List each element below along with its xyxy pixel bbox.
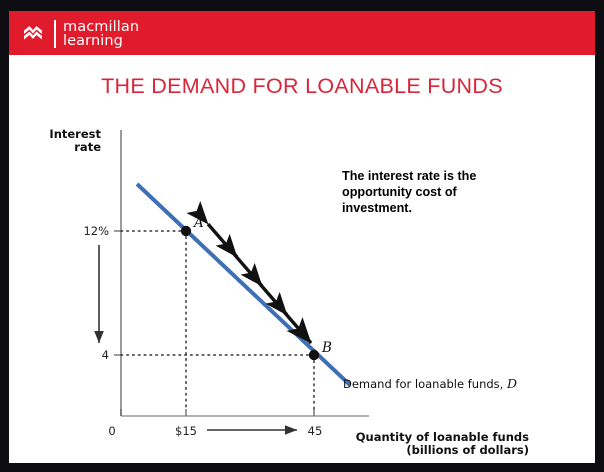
slide-panel: macmillan learning THE DEMAND FOR LOANAB… <box>9 11 595 463</box>
y-axis-title-line1: Interest <box>49 127 101 141</box>
note-line-2: opportunity cost of <box>342 185 458 199</box>
data-point-b <box>308 349 320 361</box>
x-tick-label-origin: 0 <box>108 424 115 438</box>
x-axis-title-line1: Quantity of loanable funds <box>356 430 529 444</box>
note-line-1: The interest rate is the <box>342 169 476 183</box>
chart-figure: Interest rate Quantity of loanable funds… <box>9 55 595 463</box>
macmillan-learning-logo: macmillan learning <box>22 18 139 50</box>
logo-line-2: learning <box>63 33 123 49</box>
data-point-a-label: A <box>192 215 204 231</box>
movement-arrow-mid-1 <box>215 233 239 259</box>
x-tick-label-45: 45 <box>308 424 323 438</box>
macmillan-wave-mark-icon <box>24 26 42 40</box>
logo-divider <box>54 20 56 48</box>
page-title: THE DEMAND FOR LOANABLE FUNDS <box>101 74 503 98</box>
y-axis-title-line2: rate <box>74 140 101 154</box>
y-tick-label-4: 4 <box>102 348 109 362</box>
movement-arrow-mid-2 <box>240 262 264 288</box>
x-tick-label-15: $15 <box>175 424 197 438</box>
note-line-3: investment. <box>342 201 412 215</box>
movement-arrow-mid-3 <box>265 291 289 317</box>
demand-curve-label: Demand for loanable funds, D <box>343 376 517 391</box>
brand-header: macmillan learning <box>9 11 595 55</box>
data-point-a <box>180 225 192 237</box>
logo-wordmark: macmillan learning <box>63 18 140 49</box>
logo-line-1: macmillan <box>63 18 140 35</box>
x-axis-title-line2: (billions of dollars) <box>406 443 529 457</box>
data-point-b-label: B <box>321 340 332 356</box>
y-tick-label-12: 12% <box>83 224 109 238</box>
